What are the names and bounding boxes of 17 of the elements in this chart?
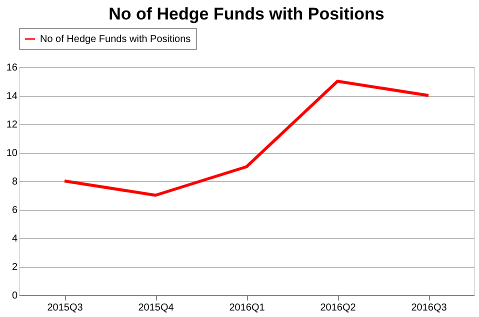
y-tick-label: 6 bbox=[12, 205, 18, 216]
x-tick-label: 2015Q3 bbox=[47, 302, 84, 314]
y-tick-label: 10 bbox=[6, 148, 18, 159]
x-tick-label: 2016Q3 bbox=[411, 302, 448, 314]
y-tick-label: 4 bbox=[12, 234, 18, 244]
y-tick-label: 16 bbox=[6, 62, 18, 74]
y-tick-label: 2 bbox=[12, 262, 18, 273]
x-tick-label: 2016Q1 bbox=[229, 302, 266, 314]
x-tick-label: 2015Q4 bbox=[138, 302, 174, 314]
y-tick-label: 12 bbox=[6, 120, 18, 130]
y-tick-label: 14 bbox=[6, 91, 18, 102]
y-tick-label: 8 bbox=[12, 176, 18, 188]
x-tick-label: 2016Q2 bbox=[320, 302, 356, 314]
y-tick-label: 0 bbox=[12, 290, 18, 302]
chart-title: No of Hedge Funds with Positions bbox=[108, 4, 384, 24]
legend-label: No of Hedge Funds with Positions bbox=[40, 34, 191, 45]
line-series bbox=[63, 80, 430, 197]
